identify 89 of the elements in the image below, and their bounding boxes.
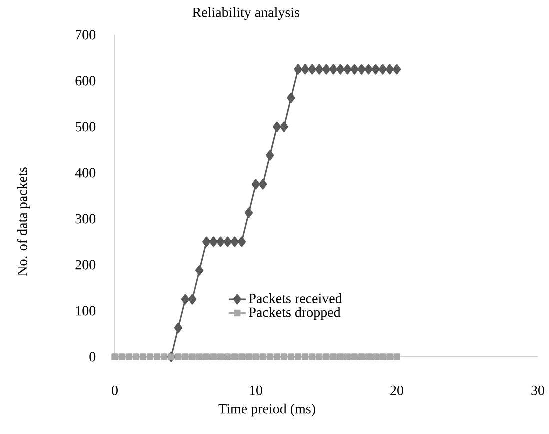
point bbox=[126, 354, 132, 360]
point bbox=[308, 64, 317, 75]
point bbox=[146, 354, 154, 360]
x-tick-label: 30 bbox=[532, 386, 544, 396]
point bbox=[174, 322, 183, 334]
point bbox=[189, 354, 196, 360]
point bbox=[238, 354, 246, 360]
point bbox=[188, 294, 197, 305]
point bbox=[358, 64, 366, 75]
point bbox=[238, 236, 246, 248]
y-tick-label: 400 bbox=[75, 168, 96, 178]
point bbox=[337, 354, 344, 360]
point bbox=[323, 354, 330, 360]
point bbox=[280, 122, 288, 132]
point bbox=[336, 64, 345, 75]
point bbox=[280, 354, 288, 360]
point bbox=[386, 64, 394, 75]
point bbox=[181, 294, 190, 305]
x-axis-title: Time preiod (ms) bbox=[218, 404, 316, 417]
point bbox=[364, 64, 373, 75]
point bbox=[202, 236, 211, 248]
point bbox=[182, 354, 189, 360]
point bbox=[372, 64, 380, 75]
point bbox=[203, 354, 210, 360]
point bbox=[344, 354, 352, 360]
point bbox=[392, 64, 402, 75]
point bbox=[394, 354, 400, 360]
point bbox=[118, 354, 126, 360]
point bbox=[316, 354, 323, 360]
point bbox=[372, 354, 380, 360]
point bbox=[274, 354, 280, 360]
point bbox=[358, 354, 366, 360]
point bbox=[252, 179, 260, 190]
point bbox=[301, 64, 310, 75]
point bbox=[195, 265, 204, 276]
point bbox=[246, 354, 252, 360]
y-tick-label: 100 bbox=[76, 306, 96, 316]
point bbox=[386, 354, 394, 360]
y-tick-label: 300 bbox=[76, 214, 96, 224]
point bbox=[161, 354, 168, 360]
legend-label: Packets dropped bbox=[249, 307, 341, 320]
x-tick-label: 0 bbox=[112, 386, 118, 396]
point bbox=[322, 64, 331, 75]
point bbox=[365, 354, 372, 360]
point bbox=[309, 354, 316, 360]
x-tick-label: 20 bbox=[390, 386, 404, 396]
point bbox=[258, 179, 268, 190]
point bbox=[175, 354, 182, 360]
point bbox=[344, 64, 352, 75]
point bbox=[224, 236, 232, 248]
legend-label: Packets received bbox=[249, 294, 342, 304]
point bbox=[224, 354, 232, 360]
point bbox=[294, 354, 302, 360]
point bbox=[210, 236, 218, 248]
y-tick-label: 500 bbox=[76, 122, 96, 132]
point bbox=[266, 150, 274, 161]
point bbox=[244, 208, 254, 218]
point bbox=[302, 354, 309, 360]
point bbox=[232, 354, 238, 360]
point bbox=[196, 354, 203, 360]
point bbox=[154, 354, 161, 360]
point bbox=[140, 354, 147, 360]
point bbox=[266, 354, 274, 360]
point bbox=[216, 236, 225, 248]
point bbox=[380, 354, 386, 360]
point bbox=[230, 236, 239, 248]
y-tick-label: 700 bbox=[76, 30, 96, 40]
point bbox=[287, 92, 296, 104]
y-axis-title: No. of data packets bbox=[17, 168, 30, 276]
point bbox=[132, 354, 140, 360]
point bbox=[378, 64, 388, 75]
y-tick-label: 0 bbox=[90, 352, 96, 362]
point bbox=[260, 354, 266, 360]
point bbox=[288, 354, 295, 360]
point bbox=[252, 354, 260, 360]
point bbox=[217, 354, 224, 360]
point bbox=[329, 64, 338, 75]
y-tick-label: 200 bbox=[76, 260, 96, 270]
point bbox=[273, 122, 282, 132]
point bbox=[330, 354, 337, 360]
point bbox=[210, 354, 218, 360]
y-tick-label: 600 bbox=[76, 76, 96, 86]
point bbox=[351, 354, 358, 360]
point bbox=[315, 64, 324, 75]
point bbox=[350, 64, 359, 75]
point bbox=[294, 64, 302, 75]
x-tick-label: 10 bbox=[250, 386, 262, 396]
point bbox=[112, 354, 118, 360]
chart-title: Reliability analysis bbox=[192, 7, 300, 20]
